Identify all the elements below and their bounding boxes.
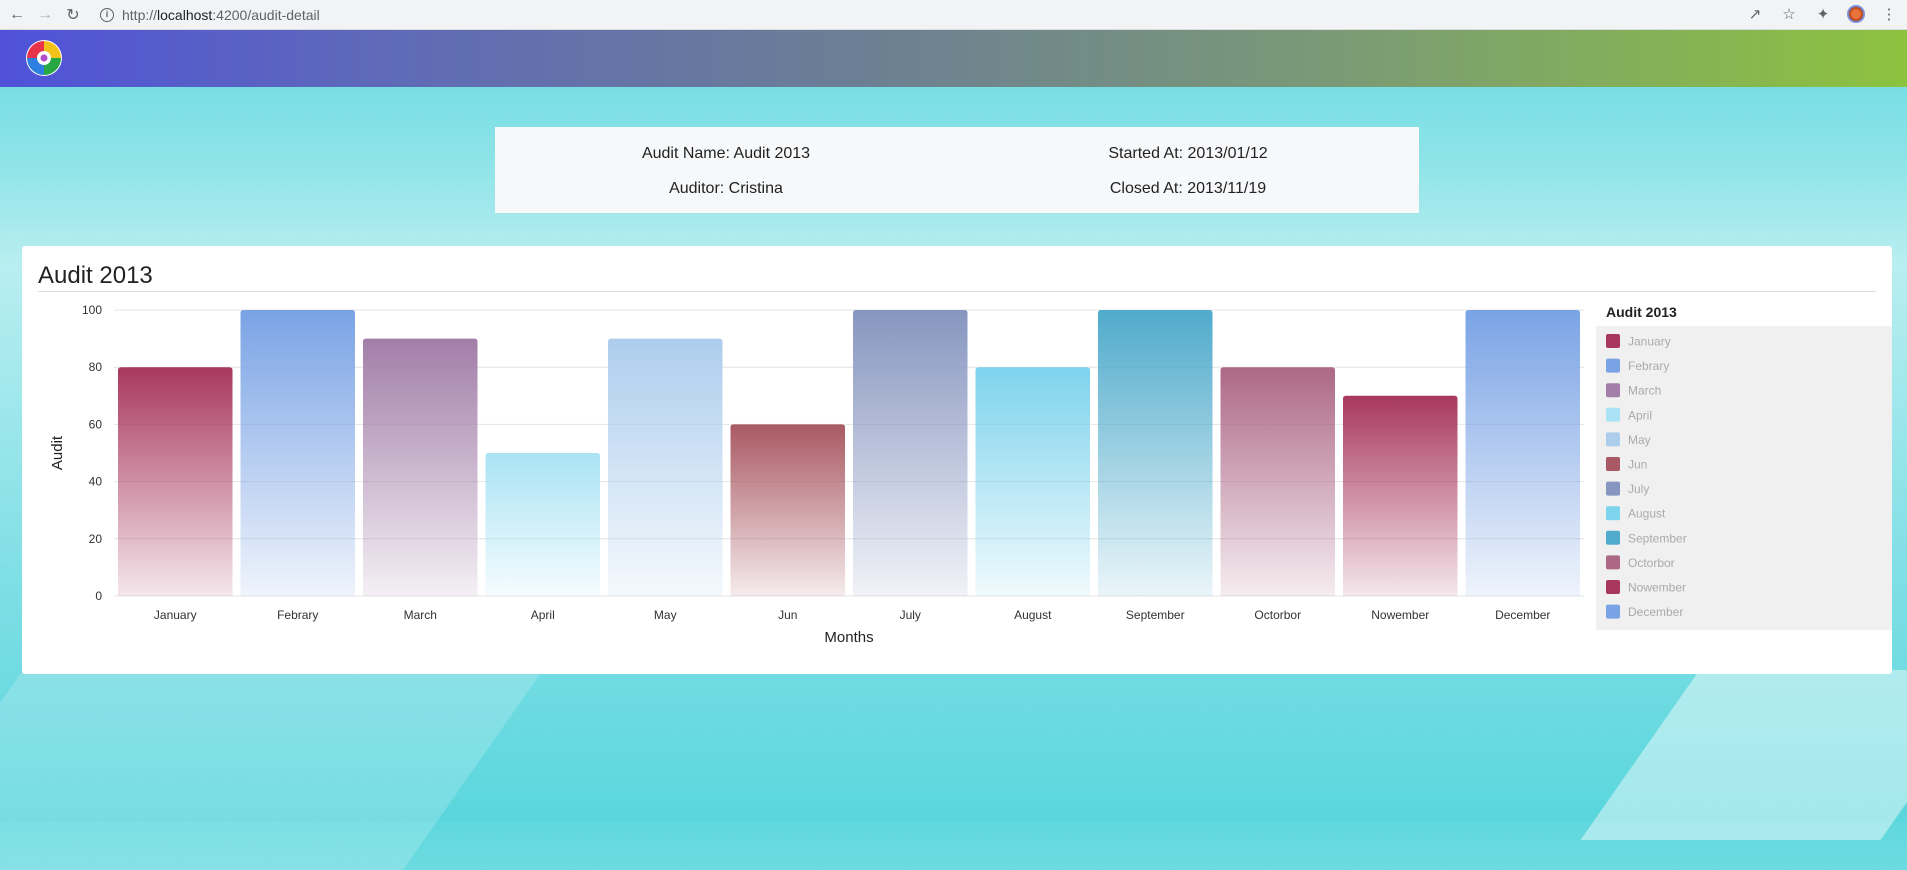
audit-closed-at: Closed At: 2013/11/19 <box>1109 180 1267 197</box>
legend-item-label: July <box>1628 482 1649 496</box>
app-header <box>0 30 1907 87</box>
legend-item-label: August <box>1628 507 1666 521</box>
x-tick-label: August <box>1014 608 1052 622</box>
x-tick-label: January <box>154 608 197 622</box>
audit-auditor: Auditor: Cristina <box>669 180 783 197</box>
bar-jun <box>730 424 845 596</box>
legend-item-label: May <box>1628 433 1651 447</box>
chart-card: Audit 2013 0 20 40 60 80 100 January Febrary Mar… <box>22 246 1892 674</box>
x-tick-label: September <box>1126 608 1185 622</box>
bar-chart: 0 20 40 60 80 100 January Febrary March April May J… <box>49 303 1687 646</box>
legend-item-label: Nowember <box>1628 581 1686 595</box>
bar-febrary <box>240 310 355 596</box>
legend-item-label: January <box>1628 335 1671 349</box>
bar-september <box>1098 310 1213 596</box>
x-tick-label: Nowember <box>1371 608 1429 622</box>
bar-july <box>853 310 968 596</box>
legend-item-label: Febrary <box>1628 359 1669 373</box>
bar-august <box>975 367 1090 596</box>
forward-arrow-icon[interactable]: → <box>37 5 53 23</box>
x-tick-label: Octorbor <box>1254 608 1301 622</box>
legend-item-label: April <box>1628 408 1652 422</box>
legend-item-label: March <box>1628 384 1661 398</box>
url-text[interactable]: http://localhost:4200/audit-detail <box>122 7 320 23</box>
profile-avatar-icon[interactable] <box>1847 5 1865 23</box>
legend-panel <box>1596 326 1892 630</box>
y-tick-label: 100 <box>82 303 102 317</box>
y-tick-label: 60 <box>89 417 103 431</box>
menu-kebab-icon[interactable]: ⋮ <box>1881 6 1897 23</box>
chart-title: Audit 2013 <box>38 262 153 289</box>
legend-swatch <box>1606 432 1620 447</box>
background-decoration <box>1580 670 1907 840</box>
x-tick-label: April <box>531 608 555 622</box>
app-logo-icon[interactable] <box>25 39 63 77</box>
audit-info-card: Audit Name: Audit 2013 Started At: 2013/… <box>495 127 1419 213</box>
legend-title: Audit 2013 <box>1606 304 1677 320</box>
x-tick-label: Febrary <box>277 608 318 622</box>
audit-started-at: Started At: 2013/01/12 <box>1108 145 1268 162</box>
legend-swatch <box>1606 604 1620 619</box>
y-axis-title: Audit <box>49 435 66 470</box>
bookmark-star-icon[interactable]: ☆ <box>1782 6 1796 23</box>
legend-swatch <box>1606 383 1620 398</box>
share-icon[interactable]: ↗ <box>1748 6 1762 23</box>
bar-january <box>118 367 233 596</box>
x-tick-label: July <box>900 608 921 622</box>
legend-swatch <box>1606 530 1620 545</box>
reload-icon[interactable]: ↻ <box>66 6 80 24</box>
url-host: localhost <box>157 6 213 23</box>
title-divider <box>38 291 1876 292</box>
legend-swatch <box>1606 580 1620 594</box>
x-tick-label: May <box>654 608 677 622</box>
legend-swatch <box>1606 457 1620 471</box>
url-scheme: http:// <box>122 6 158 23</box>
legend-swatch <box>1606 407 1620 422</box>
info-icon[interactable]: i <box>100 7 114 22</box>
y-tick-label: 20 <box>89 532 103 546</box>
x-tick-label: March <box>404 608 437 622</box>
x-axis-title: Months <box>824 629 873 646</box>
legend-swatch <box>1606 506 1620 521</box>
y-tick-label: 0 <box>95 589 102 603</box>
browser-toolbar: ← → ↻ i http://localhost:4200/audit-deta… <box>0 0 1907 30</box>
legend-item-label: September <box>1628 531 1687 545</box>
background-decoration <box>0 650 558 870</box>
bar-octorbor <box>1220 367 1335 596</box>
x-tick-label: December <box>1495 608 1550 622</box>
y-tick-label: 40 <box>89 475 103 489</box>
legend-item-label: Jun <box>1628 458 1647 472</box>
legend-item-label: December <box>1628 605 1683 619</box>
x-tick-label: Jun <box>778 608 797 622</box>
legend-swatch <box>1606 334 1620 348</box>
audit-name: Audit Name: Audit 2013 <box>641 145 811 162</box>
bar-nowember <box>1343 395 1458 596</box>
legend-swatch <box>1606 481 1620 496</box>
back-arrow-icon[interactable]: ← <box>9 5 25 23</box>
bar-december <box>1465 310 1580 596</box>
bar-april <box>485 453 600 596</box>
extensions-puzzle-icon[interactable]: ✦ <box>1816 6 1830 23</box>
legend-swatch <box>1606 358 1620 373</box>
bar-march <box>363 338 478 596</box>
bar-may <box>608 338 723 596</box>
address-bar[interactable]: i http://localhost:4200/audit-detail <box>94 2 1744 27</box>
y-tick-label: 80 <box>89 360 103 374</box>
url-path: :4200/audit-detail <box>212 6 320 23</box>
legend-swatch <box>1606 555 1620 570</box>
legend-item-label: Octorbor <box>1628 556 1675 570</box>
